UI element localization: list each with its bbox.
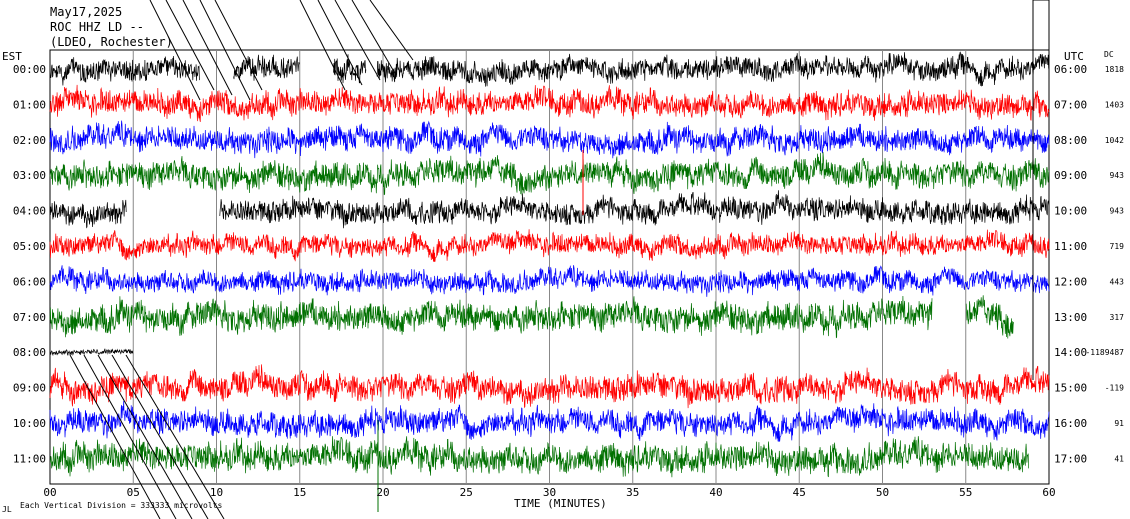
dc-offset-label: 719 <box>1110 242 1125 251</box>
est-hour-labels: 00:00 01:00 02:00 03:00 04:00 05:00 06:00 07:00… <box>13 63 46 465</box>
trace-line <box>49 190 1050 229</box>
dc-offset-label: 91 <box>1114 419 1124 428</box>
trace-line <box>49 51 1050 87</box>
x-tick-label: 15 <box>293 486 306 499</box>
utc-hour-label: 16:00 <box>1054 417 1087 430</box>
est-hour-label: 00:00 <box>13 63 46 76</box>
dc-offset-label: 317 <box>1110 313 1125 322</box>
dc-offset-labels: 1818 1403 1042 943 943 719 443 317 -1189487 -119 9… <box>1085 65 1124 463</box>
dc-offset-label: 943 <box>1110 171 1125 180</box>
trace-rows <box>49 51 1050 512</box>
trace-line <box>49 295 1014 339</box>
x-tick-label: 35 <box>626 486 639 499</box>
x-tick-label: 00 <box>43 486 56 499</box>
est-hour-label: 02:00 <box>13 134 46 147</box>
trace-line <box>49 151 1050 196</box>
x-tick-labels: 00 05 10 15 20 25 30 35 40 45 50 55 60 <box>43 486 1055 499</box>
x-tick-label: 20 <box>376 486 389 499</box>
x-tick-label: 60 <box>1042 486 1055 499</box>
est-hour-label: 11:00 <box>13 452 46 465</box>
trace-line <box>49 120 1050 159</box>
trace-line <box>49 364 1050 409</box>
est-axis-title: EST <box>2 50 22 63</box>
x-tick-label: 25 <box>460 486 473 499</box>
utc-hour-label: 15:00 <box>1054 382 1087 395</box>
utc-hour-label: 17:00 <box>1054 452 1087 465</box>
est-hour-label: 07:00 <box>13 311 46 324</box>
trace-line <box>49 265 1050 297</box>
annotation-lines <box>69 0 1050 519</box>
trace-line <box>49 436 1029 478</box>
est-hour-label: 03:00 <box>13 169 46 182</box>
est-hour-label: 01:00 <box>13 98 46 111</box>
utc-hour-label: 11:00 <box>1054 240 1087 253</box>
est-hour-label: 08:00 <box>13 346 46 359</box>
trace-line <box>49 84 1050 122</box>
utc-hour-label: 14:00 <box>1054 346 1087 359</box>
x-tick-label: 55 <box>959 486 972 499</box>
dc-offset-label: 943 <box>1110 207 1125 216</box>
dc-offset-label: 41 <box>1114 454 1124 463</box>
x-tick-label: 50 <box>876 486 889 499</box>
est-hour-label: 09:00 <box>13 382 46 395</box>
utc-hour-label: 12:00 <box>1054 275 1087 288</box>
est-hour-label: 05:00 <box>13 240 46 253</box>
utc-hour-label: 13:00 <box>1054 311 1087 324</box>
x-tick-label: 45 <box>793 486 806 499</box>
x-tick-label: 10 <box>210 486 223 499</box>
utc-hour-label: 10:00 <box>1054 205 1087 218</box>
scale-note: Each Vertical Division = 333333 microvol… <box>20 501 222 510</box>
dc-offset-label: 1818 <box>1105 65 1124 74</box>
dc-offset-label: -119 <box>1105 384 1124 393</box>
x-tick-label: 30 <box>543 486 556 499</box>
header-station: ROC HHZ LD -- <box>50 20 144 34</box>
utc-hour-label: 09:00 <box>1054 169 1087 182</box>
corner-mark: JL <box>2 505 12 514</box>
x-axis-title: TIME (MINUTES) <box>514 497 607 510</box>
est-hour-label: 04:00 <box>13 205 46 218</box>
dc-offset-label: 1042 <box>1105 136 1124 145</box>
x-tick-label: 40 <box>709 486 722 499</box>
utc-hour-label: 06:00 <box>1054 63 1087 76</box>
est-hour-label: 06:00 <box>13 275 46 288</box>
dc-offset-label: -1189487 <box>1085 348 1124 357</box>
est-hour-label: 10:00 <box>13 417 46 430</box>
trace-line <box>49 348 134 357</box>
utc-axis-title: UTC <box>1064 50 1084 63</box>
dc-offset-label: 1403 <box>1105 100 1124 109</box>
utc-hour-label: 07:00 <box>1054 98 1087 111</box>
utc-hour-label: 08:00 <box>1054 134 1087 147</box>
header-date: May17,2025 <box>50 5 122 19</box>
trace-line <box>49 400 1050 442</box>
trace-line <box>49 229 1050 262</box>
x-tick-label: 05 <box>127 486 140 499</box>
header-network: (LDEO, Rochester) <box>50 35 173 49</box>
dc-axis-title: DC <box>1104 50 1114 59</box>
dc-offset-label: 443 <box>1110 277 1125 286</box>
utc-hour-labels: 06:00 07:00 08:00 09:00 10:00 11:00 12:00 13:00… <box>1054 63 1087 465</box>
